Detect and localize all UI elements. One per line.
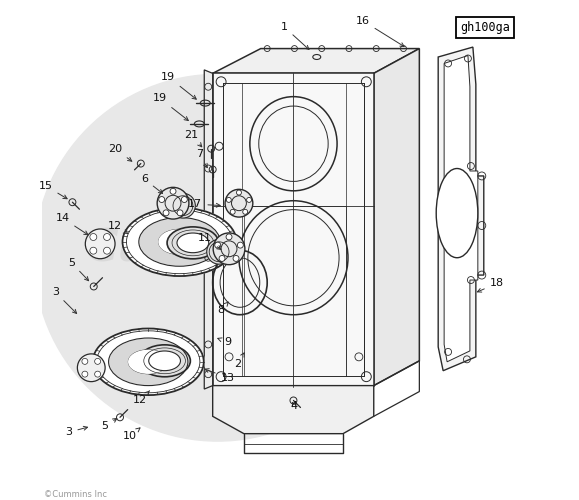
Ellipse shape: [171, 194, 195, 218]
Text: 19: 19: [153, 93, 188, 120]
Ellipse shape: [181, 196, 188, 202]
Ellipse shape: [177, 233, 208, 252]
Polygon shape: [212, 74, 374, 386]
Ellipse shape: [90, 247, 97, 254]
Ellipse shape: [226, 198, 231, 202]
Ellipse shape: [158, 229, 201, 254]
Text: 6: 6: [141, 174, 163, 194]
Text: 10: 10: [123, 428, 140, 441]
Text: 3: 3: [52, 288, 76, 314]
Polygon shape: [212, 386, 374, 434]
Text: 3: 3: [65, 426, 87, 437]
Ellipse shape: [233, 256, 239, 262]
Text: 7: 7: [196, 148, 207, 168]
Text: 13: 13: [205, 368, 234, 382]
Ellipse shape: [243, 210, 248, 214]
Text: 2: 2: [234, 353, 244, 370]
Text: 12: 12: [133, 390, 149, 406]
Ellipse shape: [213, 233, 245, 264]
Ellipse shape: [225, 190, 253, 217]
Polygon shape: [374, 48, 419, 386]
Text: Cummins: Cummins: [85, 226, 316, 270]
Polygon shape: [204, 70, 212, 389]
Ellipse shape: [78, 354, 105, 382]
Text: ©Cummins Inc: ©Cummins Inc: [44, 490, 107, 498]
Text: gh100ga: gh100ga: [460, 21, 510, 34]
Ellipse shape: [230, 210, 235, 214]
Text: 11: 11: [198, 233, 221, 250]
Ellipse shape: [436, 168, 478, 258]
Ellipse shape: [159, 196, 164, 202]
Polygon shape: [444, 56, 478, 362]
Ellipse shape: [94, 371, 101, 377]
Polygon shape: [438, 47, 484, 370]
Ellipse shape: [104, 247, 111, 254]
Text: 5: 5: [102, 418, 117, 431]
Ellipse shape: [82, 358, 88, 364]
Polygon shape: [212, 48, 419, 74]
Ellipse shape: [215, 242, 221, 248]
Text: 12: 12: [108, 221, 128, 234]
Ellipse shape: [149, 351, 181, 370]
Ellipse shape: [237, 242, 243, 248]
Ellipse shape: [157, 188, 189, 219]
Ellipse shape: [85, 229, 115, 258]
Ellipse shape: [163, 210, 169, 216]
Ellipse shape: [170, 188, 176, 194]
Text: 15: 15: [39, 181, 67, 198]
Text: 9: 9: [218, 337, 231, 347]
Ellipse shape: [122, 207, 237, 276]
Text: 20: 20: [108, 144, 132, 161]
Ellipse shape: [104, 234, 111, 240]
Ellipse shape: [177, 210, 183, 216]
Ellipse shape: [247, 198, 251, 202]
Text: 17: 17: [188, 199, 220, 209]
Text: 18: 18: [478, 278, 504, 292]
Ellipse shape: [82, 371, 88, 377]
Text: 14: 14: [56, 213, 88, 235]
Ellipse shape: [91, 328, 205, 396]
Ellipse shape: [94, 358, 101, 364]
Ellipse shape: [90, 234, 97, 240]
Ellipse shape: [219, 256, 225, 262]
Ellipse shape: [109, 338, 187, 385]
Text: 21: 21: [184, 130, 201, 147]
Text: 4: 4: [291, 402, 298, 411]
Text: 19: 19: [161, 72, 196, 99]
Text: 8: 8: [218, 302, 228, 315]
Ellipse shape: [140, 218, 219, 266]
Ellipse shape: [236, 190, 241, 195]
Circle shape: [34, 74, 401, 441]
Text: 1: 1: [281, 22, 309, 50]
Ellipse shape: [207, 240, 232, 264]
Text: 5: 5: [68, 258, 89, 280]
Ellipse shape: [128, 350, 168, 374]
Text: 16: 16: [356, 16, 404, 46]
Ellipse shape: [139, 345, 190, 377]
Ellipse shape: [167, 227, 219, 259]
Ellipse shape: [226, 234, 232, 240]
